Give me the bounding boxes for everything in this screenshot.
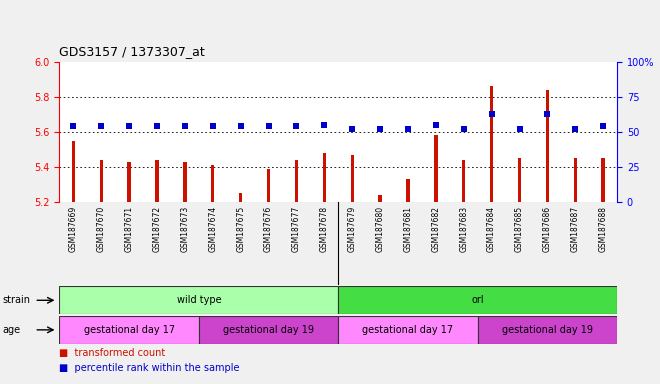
Text: gestational day 19: gestational day 19 <box>502 325 593 335</box>
Bar <box>478 316 617 344</box>
Bar <box>155 160 158 202</box>
Text: GSM187669: GSM187669 <box>69 206 78 252</box>
Point <box>570 126 581 132</box>
Text: age: age <box>2 325 20 335</box>
Bar <box>601 158 605 202</box>
Text: GSM187678: GSM187678 <box>320 206 329 252</box>
Text: strain: strain <box>2 295 30 305</box>
Bar <box>267 169 270 202</box>
Point <box>319 122 329 128</box>
Point <box>68 123 79 129</box>
Bar <box>462 160 465 202</box>
Point <box>542 111 552 117</box>
Point <box>403 126 413 132</box>
Point <box>514 126 525 132</box>
Point <box>263 123 274 129</box>
Bar <box>295 160 298 202</box>
Point <box>236 123 246 129</box>
Text: GSM187684: GSM187684 <box>487 206 496 252</box>
Bar <box>338 286 617 314</box>
Text: gestational day 19: gestational day 19 <box>223 325 314 335</box>
Text: GSM187685: GSM187685 <box>515 206 524 252</box>
Bar <box>239 193 242 202</box>
Bar <box>199 316 338 344</box>
Point <box>96 123 106 129</box>
Bar <box>378 195 381 202</box>
Bar <box>350 155 354 202</box>
Bar <box>323 153 326 202</box>
Text: gestational day 17: gestational day 17 <box>362 325 453 335</box>
Bar <box>72 141 75 202</box>
Bar <box>127 162 131 202</box>
Bar <box>407 179 410 202</box>
Point <box>180 123 190 129</box>
Text: gestational day 17: gestational day 17 <box>84 325 175 335</box>
Text: GSM187680: GSM187680 <box>376 206 385 252</box>
Bar <box>59 286 338 314</box>
Point <box>291 123 302 129</box>
Bar <box>59 316 199 344</box>
Text: GSM187688: GSM187688 <box>599 206 608 252</box>
Text: GSM187681: GSM187681 <box>403 206 412 252</box>
Text: GSM187676: GSM187676 <box>264 206 273 252</box>
Text: GSM187671: GSM187671 <box>125 206 133 252</box>
Bar <box>574 158 577 202</box>
Point <box>375 126 385 132</box>
Text: GSM187672: GSM187672 <box>152 206 162 252</box>
Text: GSM187670: GSM187670 <box>97 206 106 252</box>
Text: GSM187677: GSM187677 <box>292 206 301 252</box>
Text: ■  percentile rank within the sample: ■ percentile rank within the sample <box>59 363 240 373</box>
Point <box>124 123 135 129</box>
Text: GSM187682: GSM187682 <box>432 206 440 252</box>
Point <box>152 123 162 129</box>
Text: GSM187683: GSM187683 <box>459 206 468 252</box>
Text: orl: orl <box>471 295 484 305</box>
Text: wild type: wild type <box>176 295 221 305</box>
Bar <box>518 158 521 202</box>
Bar <box>546 90 549 202</box>
Text: GSM187679: GSM187679 <box>348 206 356 252</box>
Bar <box>338 316 478 344</box>
Bar <box>183 162 187 202</box>
Point <box>598 123 609 129</box>
Text: GDS3157 / 1373307_at: GDS3157 / 1373307_at <box>59 45 205 58</box>
Point <box>347 126 358 132</box>
Text: ■  transformed count: ■ transformed count <box>59 348 166 358</box>
Bar <box>434 136 438 202</box>
Bar <box>490 86 493 202</box>
Text: GSM187687: GSM187687 <box>571 206 579 252</box>
Bar <box>100 160 103 202</box>
Point <box>486 111 497 117</box>
Text: GSM187674: GSM187674 <box>209 206 217 252</box>
Text: GSM187675: GSM187675 <box>236 206 245 252</box>
Bar <box>211 165 215 202</box>
Text: GSM187673: GSM187673 <box>180 206 189 252</box>
Text: GSM187686: GSM187686 <box>543 206 552 252</box>
Point <box>459 126 469 132</box>
Point <box>207 123 218 129</box>
Point <box>430 122 441 128</box>
